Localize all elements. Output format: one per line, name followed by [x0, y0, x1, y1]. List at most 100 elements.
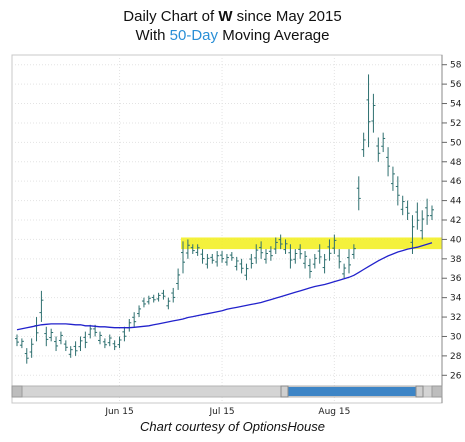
price-bar [273, 237, 278, 254]
y-tick-label: 28 [450, 352, 462, 362]
price-bar [400, 195, 405, 216]
y-tick-label: 30 [450, 332, 462, 342]
price-bar [195, 244, 200, 256]
y-tick-label: 56 [450, 80, 462, 90]
price-bar [425, 198, 430, 225]
x-tick-label: Jul 15 [208, 407, 234, 417]
chart-title-line-2: With 50-Day Moving Average [0, 27, 465, 44]
title-ticker: W [218, 8, 233, 25]
price-bar [351, 244, 356, 259]
price-bar [229, 252, 234, 261]
price-bar [44, 326, 49, 347]
support-band [181, 237, 442, 250]
price-bar [376, 137, 381, 162]
price-bar [298, 244, 303, 259]
chart-grid [12, 55, 442, 403]
y-tick-label: 44 [450, 197, 462, 207]
price-bar [73, 341, 78, 356]
y-tick-label: 38 [450, 255, 462, 265]
price-bar [122, 326, 127, 342]
price-bar [176, 268, 181, 290]
price-bar [395, 176, 400, 206]
price-bar [102, 338, 107, 349]
chart-credit: Chart courtesy of OptionsHouse [140, 419, 325, 434]
price-bar [132, 312, 137, 327]
price-bar [171, 287, 176, 303]
price-bar [215, 251, 220, 267]
price-bar [317, 244, 322, 264]
price-bar [88, 324, 93, 339]
price-bar [190, 244, 195, 254]
price-bar [181, 241, 185, 274]
price-bar [249, 253, 254, 269]
price-bar [112, 340, 117, 351]
y-tick-label: 42 [450, 216, 461, 226]
x-tick-label: Aug 15 [318, 407, 350, 417]
price-bar [58, 331, 63, 345]
y-tick-label: 34 [450, 294, 462, 304]
y-tick-label: 32 [450, 313, 461, 323]
price-bar [146, 295, 151, 305]
scrollbar-handle-right[interactable] [415, 385, 424, 398]
price-bar [366, 74, 371, 148]
price-bar [234, 256, 239, 271]
price-bar [312, 253, 317, 269]
scrollbar-right-arrow[interactable] [431, 385, 443, 398]
y-tick-label: 52 [450, 119, 461, 129]
y-tick-label: 46 [450, 177, 462, 187]
y-tick-label: 36 [450, 274, 462, 284]
scrollbar-left-arrow[interactable] [11, 385, 23, 398]
x-axis-labels: Jun 15 Jul 15 Aug 15 [104, 407, 350, 417]
price-bar [15, 334, 19, 347]
title-prefix: Daily Chart of [123, 8, 219, 25]
price-bar [166, 297, 171, 310]
y-tick-label: 40 [450, 235, 462, 245]
price-bar [293, 249, 298, 264]
price-bar [254, 244, 259, 264]
price-bar [107, 334, 112, 347]
price-bar [68, 346, 73, 358]
price-bar [185, 239, 190, 259]
price-bar [415, 202, 420, 230]
price-bar [264, 249, 268, 264]
chart-title-line-1: Daily Chart of W since May 2015 [0, 8, 465, 25]
price-bar [156, 292, 161, 302]
price-bar [161, 289, 166, 300]
scrollbar-handle-left[interactable] [280, 385, 289, 398]
price-bar [224, 253, 229, 266]
price-bar [220, 251, 225, 263]
y-tick-label: 50 [450, 138, 462, 148]
moving-average-line [16, 242, 433, 331]
price-bar [322, 253, 327, 274]
price-bar [49, 328, 54, 342]
price-bar [98, 331, 102, 345]
price-bar [332, 234, 337, 254]
price-bar [371, 93, 376, 133]
price-bar [288, 244, 293, 269]
price-bar [63, 340, 68, 352]
price-bar [381, 132, 386, 153]
price-bar [151, 294, 156, 303]
price-bar [244, 263, 249, 281]
price-bar [327, 239, 332, 261]
price-bar [342, 263, 347, 279]
x-tick-label: Jun 15 [104, 407, 133, 417]
scrollbar[interactable] [11, 385, 443, 398]
price-bar [24, 348, 29, 364]
price-bar [117, 336, 122, 349]
subtitle-prefix: With [135, 27, 170, 44]
price-bar [420, 210, 425, 240]
price-bar [356, 176, 361, 211]
price-bar [337, 249, 342, 269]
price-bar [141, 297, 146, 308]
scrollbar-thumb[interactable] [285, 387, 418, 396]
y-tick-label: 48 [450, 158, 462, 168]
price-bar [386, 147, 391, 177]
price-bar [205, 253, 210, 269]
price-bar [430, 205, 434, 220]
price-bar [137, 305, 142, 318]
subtitle-highlight: 50-Day [169, 27, 219, 44]
price-bar [303, 251, 308, 269]
price-bar [78, 336, 83, 352]
